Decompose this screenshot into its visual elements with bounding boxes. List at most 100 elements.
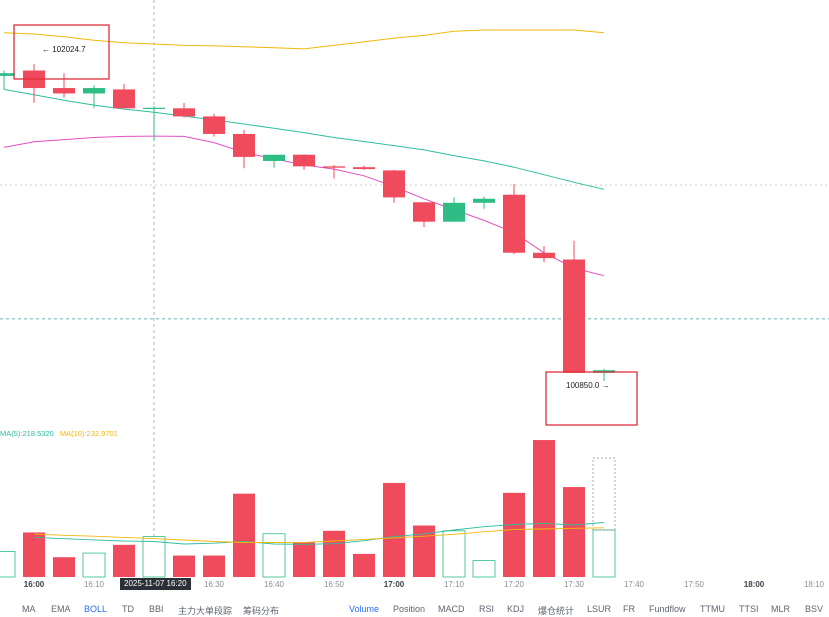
candle [473, 196, 495, 209]
volume-ma-lines [33, 522, 605, 545]
highlight-box-low [545, 371, 638, 426]
indicator-tab[interactable]: TD [122, 603, 134, 614]
indicator-tab[interactable]: LSUR [587, 603, 612, 614]
indicator-tab[interactable]: TTSI [739, 603, 759, 614]
candle [173, 102, 195, 118]
high-price-label: ← 102024.7 [42, 45, 86, 54]
volume-bar [113, 544, 135, 577]
x-tick-label: 17:30 [564, 580, 585, 589]
candle [593, 368, 615, 381]
indicator-tab[interactable]: KDJ [507, 603, 525, 614]
candle-body [293, 154, 315, 167]
candle [143, 106, 165, 141]
candle-body [233, 133, 255, 157]
candle-body [263, 154, 285, 161]
volume-bar [293, 542, 315, 577]
volume-bar [442, 530, 466, 578]
indicator-tab[interactable]: Volume [349, 603, 380, 614]
candle-body [323, 166, 345, 168]
candle [533, 246, 555, 263]
x-tick-label: 18:00 [744, 580, 765, 589]
volume-bar [233, 493, 255, 577]
volume-bar [413, 525, 435, 577]
volume-ma-legend: MA(5):218.5320 MA(10):232.9701 [0, 429, 118, 438]
x-tick-label: 16:40 [264, 580, 285, 589]
volume-bar [53, 557, 75, 577]
candle-body [83, 88, 105, 94]
volume-bar [323, 530, 345, 577]
candle [503, 183, 525, 255]
candle [293, 154, 315, 170]
candle [323, 165, 345, 179]
candle [83, 85, 105, 109]
candle [233, 129, 255, 169]
volume-ma10-line [33, 527, 605, 543]
indicator-tab[interactable]: MACD [438, 603, 465, 614]
indicator-tab[interactable]: MLR [771, 603, 791, 614]
candle [413, 202, 435, 228]
indicator-tab[interactable]: EMA [51, 603, 71, 614]
volume-bar [383, 482, 405, 577]
volume-ma10-label: MA(10):232.9701 [59, 429, 118, 438]
crosshair-time-label: 2025-11-07 16:20 [120, 578, 191, 590]
candle [0, 70, 15, 90]
boll-upper-line [3, 29, 605, 50]
indicator-tab[interactable]: 筹码分布 [243, 605, 280, 616]
candle-body [353, 167, 375, 170]
boll-middle-line [3, 88, 605, 190]
volume-ma5-label: MA(5):218.5320 [0, 429, 54, 438]
volume-forecast-box [592, 457, 616, 531]
indicator-tab[interactable]: MA [22, 603, 36, 614]
x-tick-label: 17:50 [684, 580, 705, 589]
volume-ma5-line [33, 522, 605, 545]
x-tick-label: 16:00 [24, 580, 45, 589]
indicator-tab[interactable]: RSI [479, 603, 495, 614]
indicator-tab[interactable]: BSV [805, 603, 824, 614]
candle [203, 113, 225, 137]
x-tick-label: 17:00 [384, 580, 405, 589]
volume-bar [173, 555, 195, 577]
volume-bar [203, 555, 225, 577]
x-tick-label: 16:50 [324, 580, 345, 589]
x-tick-label: 17:20 [504, 580, 525, 589]
volume-bars [0, 440, 616, 578]
volume-bar [23, 532, 45, 577]
indicator-tab[interactable]: 爆仓统计 [538, 605, 575, 616]
volume-bar [353, 553, 375, 577]
volume-bar [533, 440, 555, 577]
volume-bar [592, 529, 616, 578]
x-tick-label: 16:10 [84, 580, 105, 589]
indicator-tab[interactable]: Fundflow [649, 603, 686, 614]
candle-body [143, 107, 165, 109]
candle [353, 165, 375, 170]
indicator-tab[interactable]: 主力大单段踪 [178, 605, 233, 616]
indicator-tab[interactable]: TTMU [700, 603, 725, 614]
candle-body [563, 259, 585, 373]
candles [0, 63, 615, 381]
low-price-label: 100850.0 → [566, 381, 610, 390]
indicator-tab[interactable]: FR [623, 603, 635, 614]
candle-body [113, 89, 135, 109]
candle [113, 84, 135, 109]
highlight-box-high [13, 24, 110, 80]
candle-body [413, 202, 435, 222]
candle-body [383, 170, 405, 198]
candle [443, 197, 465, 222]
indicator-tab[interactable]: Position [393, 603, 426, 614]
candle [263, 154, 285, 168]
indicator-tab[interactable]: BBI [149, 603, 164, 614]
grid-layer [0, 0, 829, 580]
indicator-toolbar: MA EMA BOLL TD BBI 主力大单段踪 筹码分布 Volume Position M… [0, 593, 829, 616]
candle-body [503, 194, 525, 253]
x-tick-label: 17:40 [624, 580, 645, 589]
candle [53, 73, 75, 98]
x-tick-label: 18:10 [804, 580, 825, 589]
price-annotations: ← 102024.7 100850.0 → [13, 24, 638, 426]
indicator-tab[interactable]: BOLL [84, 603, 108, 614]
volume-bar [262, 533, 286, 578]
volume-bar [563, 487, 585, 577]
volume-bar [0, 551, 16, 578]
volume-bar [503, 492, 525, 577]
volume-bar [142, 536, 166, 578]
